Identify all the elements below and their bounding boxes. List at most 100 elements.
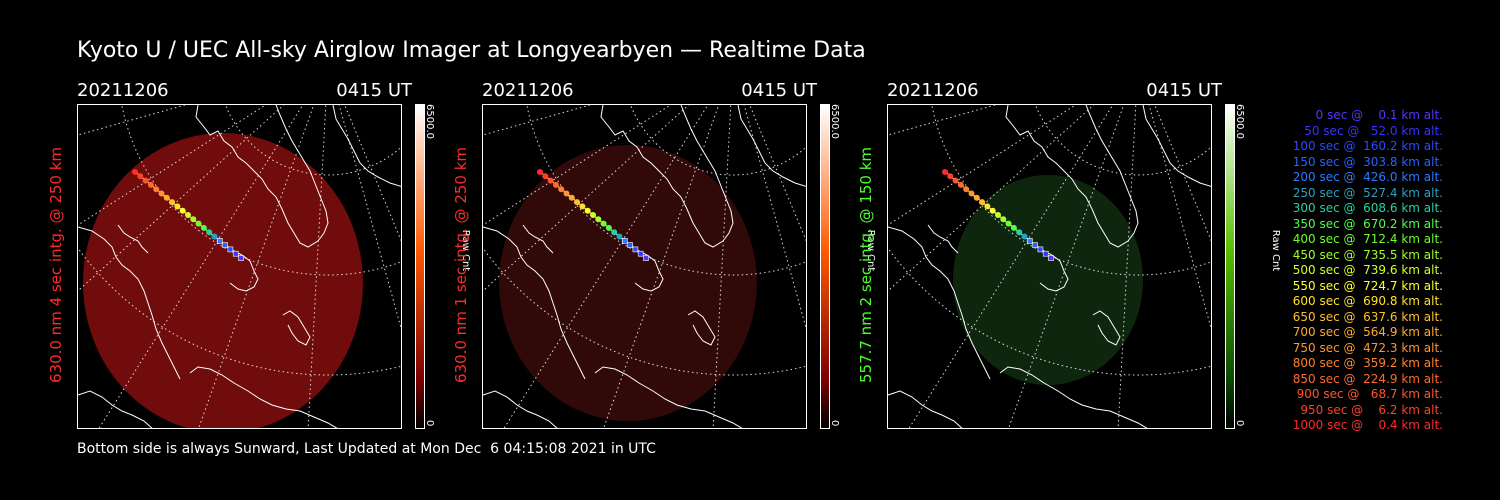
trajectory-point (1021, 233, 1028, 240)
trajectory-point (142, 177, 149, 184)
trajectory-point (574, 199, 581, 206)
trajectory-point (616, 233, 623, 240)
colorbar-max-label: 6500.0 (424, 104, 435, 139)
longitude-line (198, 105, 315, 428)
panel-630nm-4sec: 20211206 0415 UT 630.0 nm 4 sec intg. @ … (47, 80, 471, 440)
trajectory-point (957, 181, 964, 188)
trajectory-point (542, 173, 549, 180)
longitude-line (78, 105, 187, 136)
coastline (888, 390, 963, 428)
trajectory-point (952, 177, 959, 184)
coastline (1142, 105, 1211, 187)
allsky-image (482, 104, 807, 429)
legend-item: 500 sec @ 739.6 km alt. (1288, 263, 1443, 277)
colorbar-min-label: 0 (829, 420, 840, 427)
trajectory-point (989, 207, 996, 214)
longitude-line (603, 105, 720, 428)
legend-item: 900 sec @ 68.7 km alt. (1292, 387, 1443, 401)
trajectory-point (984, 203, 991, 210)
trajectory-point (206, 229, 213, 236)
trajectory-point (537, 169, 543, 175)
trajectory-point (637, 250, 644, 257)
longitude-line (338, 105, 401, 330)
panel-date: 20211206 (887, 80, 979, 101)
trajectory-point (595, 216, 602, 223)
trajectory-point (195, 220, 202, 227)
panel-time: 0415 UT (1146, 80, 1222, 101)
longitude-line (1148, 105, 1211, 330)
airglow-disc (953, 175, 1143, 385)
trajectory-point (643, 255, 649, 261)
longitude-line (888, 105, 997, 136)
legend-item: 650 sec @ 637.6 km alt. (1288, 309, 1443, 324)
trajectory-point (1010, 224, 1017, 231)
airglow-disc (83, 133, 363, 428)
trajectory-point (200, 224, 207, 231)
panel-date: 20211206 (482, 80, 574, 101)
legend-item: 750 sec @ 472.3 km alt. (1288, 340, 1443, 355)
coastline (483, 390, 558, 428)
coastline (189, 366, 338, 428)
coastline (78, 226, 181, 380)
coastlines (888, 105, 1211, 428)
longitude-line (743, 105, 806, 330)
coastline (483, 226, 586, 380)
colorbar-min-label: 0 (424, 420, 435, 427)
trajectory-point (1027, 238, 1033, 244)
legend-item: 800 sec @ 359.2 km alt. (1288, 356, 1443, 370)
trajectory-point (1037, 246, 1044, 253)
legend-item: 250 sec @ 527.4 km alt. (1288, 185, 1443, 200)
latitude-circle (121, 105, 401, 276)
trajectory-point (232, 250, 239, 257)
coastline (927, 224, 959, 254)
latitude-circle (78, 247, 401, 376)
trajectory-point (238, 255, 244, 261)
trajectory-point (995, 212, 1001, 218)
coastline (600, 105, 734, 248)
trajectory-legend: 0 sec @ 0.1 km alt. 50 sec @ 52.0 km alt… (1240, 108, 1443, 434)
coastline (999, 366, 1148, 428)
trajectory-point (963, 186, 970, 193)
coastline (1092, 310, 1121, 346)
graticule (888, 105, 1211, 428)
trajectory-point (579, 203, 586, 210)
longitude-line (749, 105, 806, 242)
coastline (78, 390, 153, 428)
panel-side-label: 630.0 nm 4 sec intg. @ 250 km (47, 146, 65, 384)
trajectory-point (568, 194, 575, 201)
coastlines (483, 105, 806, 428)
longitude-line (1154, 105, 1211, 242)
colorbar (415, 104, 425, 429)
allsky-image (887, 104, 1212, 429)
trajectory (537, 169, 649, 261)
airglow-disc (499, 145, 757, 421)
legend-item: 300 sec @ 608.6 km alt. (1288, 201, 1443, 215)
colorbar (820, 104, 830, 429)
coastline (195, 105, 329, 248)
legend-item: 0 sec @ 0.1 km alt. (1304, 108, 1443, 122)
latitude-circle (1035, 105, 1211, 176)
legend-item: 450 sec @ 735.5 km alt. (1288, 247, 1443, 262)
trajectory-point (174, 203, 181, 210)
trajectory-point (947, 173, 954, 180)
legend-item: 350 sec @ 670.2 km alt. (1288, 216, 1443, 231)
coastlines (78, 105, 401, 428)
coastline (737, 105, 806, 187)
trajectory-point (622, 238, 628, 244)
latitude-circle (888, 247, 1211, 376)
panel-side-label: 630.0 nm 1 sec intg. @ 250 km (452, 146, 470, 384)
legend-item: 700 sec @ 564.9 km alt. (1288, 325, 1443, 339)
legend-item: 1000 sec @ 0.4 km alt. (1292, 418, 1443, 432)
trajectory-point (547, 177, 554, 184)
trajectory (942, 169, 1054, 261)
trajectory-point (137, 173, 144, 180)
trajectory-point (1016, 229, 1023, 236)
legend-item: 600 sec @ 690.8 km alt. (1288, 294, 1443, 308)
graticule (78, 105, 401, 428)
trajectory-point (147, 181, 154, 188)
colorbar (1225, 104, 1235, 429)
coastline (282, 310, 311, 346)
coastline (888, 226, 991, 380)
trajectory-point (153, 186, 160, 193)
trajectory-point (227, 246, 234, 253)
